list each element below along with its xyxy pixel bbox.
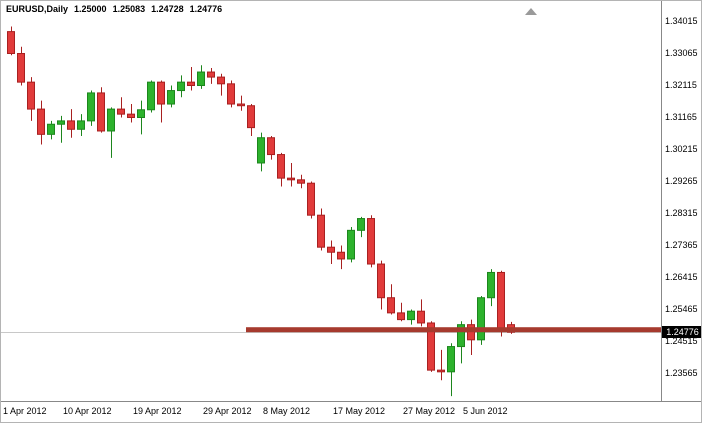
candle-body-up [357,218,365,231]
candle-body-up [197,71,205,87]
current-price-tag: 1.24776 [662,326,701,338]
candle-body-down [207,71,215,78]
x-axis-label: 8 May 2012 [263,406,311,416]
candle-body-down [27,81,35,110]
candle-body-down [97,92,105,132]
candle-body-down [417,310,425,324]
candle-body-down [17,53,25,83]
y-axis-label: 1.31165 [665,112,697,122]
candle-body-up [47,123,55,135]
x-axis-label: 27 May 2012 [403,406,456,416]
candle-body-down [427,322,435,371]
y-axis-label: 1.29265 [665,176,698,186]
candle-body-down [187,81,195,87]
support-resistance-line [246,327,662,333]
candle-body-up [57,120,65,125]
y-axis-label: 1.23565 [665,368,698,378]
candle-body-up [257,137,265,164]
candle-body-up [447,346,455,373]
candle-body-down [297,179,305,184]
candle-body-up [107,108,115,132]
candle-body-up [137,109,145,119]
candle-body-down [227,83,235,105]
ohlc-low: 1.24728 [151,4,184,14]
candle-body-down [317,214,325,248]
candle-body-down [287,177,295,181]
ohlc-close: 1.24776 [189,4,223,14]
x-axis-label: 5 Jun 2012 [463,406,508,416]
chart-shift-marker [525,8,537,15]
candle-body-down [7,31,15,55]
candle-body-down [237,103,245,107]
y-axis-label: 1.34015 [665,16,698,26]
candle-body-up [407,310,415,321]
x-axis-separator [1,401,701,402]
candle-body-up [77,120,85,130]
candle-body-down [497,271,505,329]
x-axis-label: 17 May 2012 [333,406,386,416]
ohlc-high: 1.25083 [112,4,146,14]
candle-body-down [467,324,475,341]
y-axis-label: 1.28315 [665,208,698,218]
y-axis-separator [661,1,662,402]
x-axis-label: 19 Apr 2012 [133,406,182,416]
candle-body-down [387,297,395,314]
candle-body-up [477,297,485,341]
candle-body-down [247,105,255,129]
y-axis-label: 1.32115 [665,80,697,90]
candle-body-down [157,81,165,105]
y-axis-label: 1.25465 [665,304,698,314]
candle-body-down [127,113,135,119]
candle-body-down [37,108,45,135]
candle-body-up [347,229,355,260]
candle-body-up [147,81,155,111]
candle-body-down [117,108,125,115]
candle-body-up [487,271,495,299]
y-axis-label: 1.27365 [665,240,698,250]
candle-body-down [327,246,335,253]
x-axis-label: 29 Apr 2012 [203,406,252,416]
chart-title: EURUSD,Daily 1.25000 1.25083 1.24728 1.24776 [6,4,228,14]
candle-body-down [307,182,315,216]
candle-body-down [277,154,285,179]
candle-body-down [217,76,225,85]
ohlc-open: 1.25000 [74,4,107,14]
candle-body-down [367,218,375,265]
x-axis-label: 10 Apr 2012 [63,406,112,416]
candle-body-down [397,312,405,321]
y-axis-label: 1.33065 [665,48,698,58]
symbol-period-label: EURUSD,Daily [6,4,69,14]
x-axis-label: 1 Apr 2012 [3,406,47,416]
candle-body-up [457,324,465,348]
candle-body-down [377,263,385,299]
y-axis-label: 1.30215 [665,144,698,154]
candle-body-down [437,369,445,373]
y-axis-label: 1.26415 [665,272,698,282]
candle-body-up [167,90,175,105]
candle-body-down [267,137,275,156]
candle-body-down [337,251,345,260]
y-axis-label: 1.24515 [665,336,698,346]
candle-body-up [177,81,185,92]
candle-body-up [87,92,95,122]
candle-body-down [67,120,75,130]
